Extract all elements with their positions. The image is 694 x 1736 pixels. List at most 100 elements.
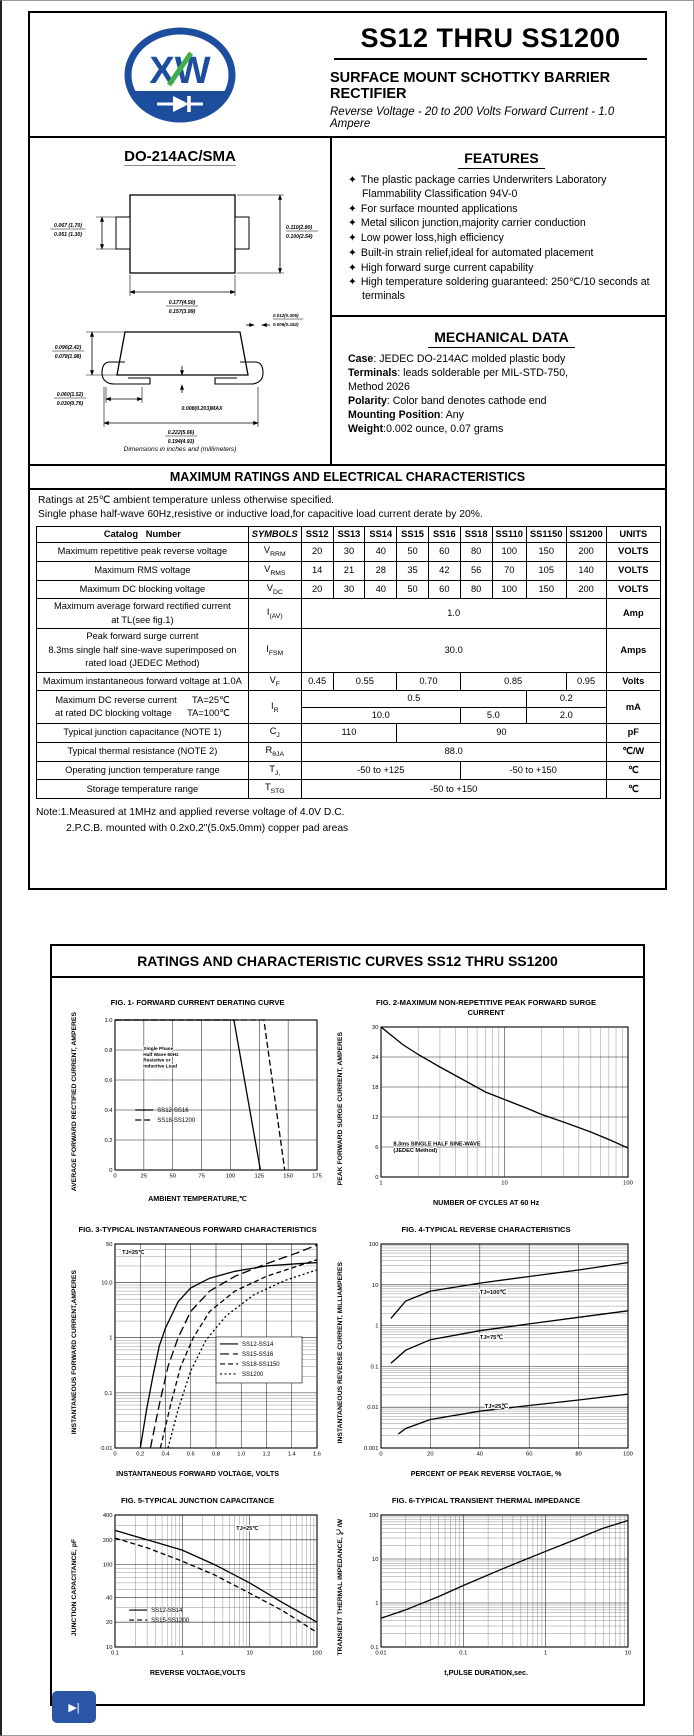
dim-body_h: 0.100(2.54) <box>286 234 313 240</box>
svg-text:0.4: 0.4 <box>162 1451 171 1457</box>
mechanical-line: Mounting Position: Any <box>348 408 464 421</box>
bullet-icon: ✦ <box>348 202 357 215</box>
dim-total_w: 0.222(5.66) <box>168 430 195 436</box>
dim-body_w: 0.157(3.99) <box>169 309 196 315</box>
svg-text:40: 40 <box>477 1451 483 1457</box>
footer-logo-mark: ▶| <box>52 1691 96 1723</box>
dim-lead_l: 0.030(0.76) <box>57 401 84 407</box>
svg-text:175: 175 <box>312 1174 322 1180</box>
mechanical-data-section: MECHANICAL DATA Case: JEDEC DO-214AC mol… <box>332 314 665 449</box>
svg-text:0.2: 0.2 <box>136 1451 144 1457</box>
dim-tab_h: 0.051 (1.30) <box>54 232 82 238</box>
title-rule <box>334 58 647 60</box>
package-outline-drawing: 0.067 (1.70) 0.051 (1.30) 0.110(2.80) 0.100… <box>50 194 319 453</box>
figure-6: FIG. 6-TYPICAL TRANSIENT THERMAL IMPEDAN… <box>333 1496 639 1677</box>
feature-item: ✦ The plastic package carries Underwriter… <box>348 174 607 200</box>
svg-text:200: 200 <box>103 1538 113 1544</box>
svg-text:TJ=25℃: TJ=25℃ <box>122 1249 145 1256</box>
svg-text:0: 0 <box>375 1175 378 1181</box>
header: XW SS12 THRU SS1200 SURFACE MOUNT SCHOTT… <box>30 13 665 136</box>
svg-text:TJ=25℃: TJ=25℃ <box>236 1525 259 1532</box>
condition-line-1: Ratings at 25℃ ambient temperature unles… <box>38 495 335 506</box>
figure-4: FIG. 4-TYPICAL REVERSE CHARACTERISTICS I… <box>333 1225 639 1478</box>
dim-standoff: 0.008(0.203)MAX <box>182 406 223 412</box>
svg-text:100: 100 <box>369 1513 379 1519</box>
svg-text:SS1200: SS1200 <box>242 1372 264 1378</box>
mechanical-lines: Case: JEDEC DO-214AC molded plastic body… <box>348 353 655 437</box>
bullet-icon: ✦ <box>348 232 357 245</box>
svg-text:0.1: 0.1 <box>111 1651 119 1657</box>
dim-lead_t: 0.006(0.152) <box>273 322 299 327</box>
svg-text:SS18-SS1200: SS18-SS1200 <box>157 1118 196 1124</box>
notes: Note:1.Measured at 1MHz and applied reve… <box>30 799 665 888</box>
svg-text:1: 1 <box>109 1336 112 1342</box>
svg-text:50: 50 <box>106 1242 112 1248</box>
svg-text:0.01: 0.01 <box>101 1446 112 1452</box>
figure-6-plot: 0.01 0.1 1 10 0.1 1 10 100 <box>353 1510 635 1665</box>
svg-text:SS12-SS16: SS12-SS16 <box>157 1108 189 1114</box>
svg-text:10.0: 10.0 <box>101 1281 112 1287</box>
figure-1: FIG. 1- FORWARD CURRENT DERATING CURVE A… <box>62 998 333 1207</box>
bullet-icon: ✦ <box>348 261 357 274</box>
svg-text:8.3ms SINGLE HALF SINE-WAVE(JE: 8.3ms SINGLE HALF SINE-WAVE (JEDEC Method… <box>393 1141 481 1154</box>
svg-text:10: 10 <box>106 1645 112 1651</box>
svg-text:1.0: 1.0 <box>237 1451 245 1457</box>
svg-text:0: 0 <box>113 1174 116 1180</box>
svg-text:0.01: 0.01 <box>375 1651 386 1657</box>
dim-total_w: 0.194(4.93) <box>168 439 195 445</box>
feature-item: ✦ Built-in strain relief,ideal for automa… <box>348 246 594 259</box>
figure-3: FIG. 3-TYPICAL INSTANTANEOUS FORWARD CHA… <box>62 1225 333 1478</box>
mechanical-line: Method 2026 <box>348 380 410 393</box>
features-title: FEATURES <box>458 150 545 169</box>
feature-item: ✦ High forward surge current capability <box>348 261 534 274</box>
table-row: Maximum DC blocking voltage VDC 20 30 40 50 60… <box>36 579 662 600</box>
table-row: Maximum RMS voltage VRMS 14 21 28 35 42 56 70 105… <box>36 560 662 581</box>
page-title: SS12 THRU SS1200 <box>360 23 621 53</box>
svg-text:20: 20 <box>427 1451 433 1457</box>
svg-text:60: 60 <box>526 1451 532 1457</box>
svg-text:SS12-SS14: SS12-SS14 <box>151 1608 183 1614</box>
svg-text:10: 10 <box>372 1557 378 1563</box>
svg-text:24: 24 <box>372 1055 379 1061</box>
svg-text:400: 400 <box>103 1513 113 1519</box>
bullet-icon: ✦ <box>348 174 357 186</box>
svg-text:0.6: 0.6 <box>187 1451 195 1457</box>
condition-line-2: Single phase half-wave 60Hz,resistive or… <box>38 508 483 520</box>
dimensions-caption: Dimensions in inches and (millimeters) <box>124 446 237 453</box>
svg-text:TJ=100℃: TJ=100℃ <box>480 1289 507 1296</box>
table-header-row: Catalog Number SYMBOLS SS12 SS13 SS14 SS15 SS1… <box>36 525 662 544</box>
figure-5-plot: 0.1 1 10 100 10 20 40 100 200 400 SS12-SS14 SS15-SS… <box>87 1510 324 1665</box>
mechanical-line: Polarity: Color band denotes cathode end <box>348 394 547 407</box>
figure-2-plot: 1 10 100 0 6 12 18 24 30 8.3ms SINGLE HALF SINE-W… <box>353 1022 635 1195</box>
diode-symbol-icon <box>157 96 203 112</box>
svg-text:1: 1 <box>375 1601 378 1607</box>
svg-text:50: 50 <box>170 1174 176 1180</box>
ratings-band-title: MAXIMUM RATINGS AND ELECTRICAL CHARACTER… <box>30 464 665 490</box>
svg-text:SS15-SS1200: SS15-SS1200 <box>151 1618 190 1624</box>
ratings-conditions: Ratings at 25℃ ambient temperature unles… <box>30 490 665 524</box>
svg-text:0.1: 0.1 <box>459 1651 467 1657</box>
svg-text:150: 150 <box>283 1174 293 1180</box>
feature-item: ✦ Low power loss,high efficiency <box>348 232 504 245</box>
feature-item: ✦ Metal silicon junction,majority carrier… <box>348 217 586 230</box>
svg-text:SS12-SS14: SS12-SS14 <box>242 1342 274 1348</box>
svg-text:1.6: 1.6 <box>313 1451 321 1457</box>
bullet-icon: ✦ <box>348 246 357 259</box>
svg-text:100: 100 <box>226 1174 236 1180</box>
svg-text:25: 25 <box>141 1174 147 1180</box>
dim-side_h: 0.078(1.98) <box>55 354 82 360</box>
svg-text:20: 20 <box>106 1620 112 1626</box>
dim-body_w: 0.177(4.50) <box>169 300 196 306</box>
brand-logo-icon: XW <box>124 27 236 123</box>
svg-text:100: 100 <box>103 1563 113 1569</box>
header-text: SS12 THRU SS1200 SURFACE MOUNT SCHOTTKY … <box>330 13 665 136</box>
svg-text:100: 100 <box>369 1242 379 1248</box>
dimension-labels: 0.067 (1.70) 0.051 (1.30) 0.110(2.80) 0.100… <box>50 223 319 445</box>
svg-text:0: 0 <box>113 1451 116 1457</box>
figure-1-plot: 0 25 50 75 100 125 150 175 0 0.2 0.4 0.6 0.8 1.0 SS12-… <box>87 1015 324 1188</box>
svg-text:1.2: 1.2 <box>263 1451 271 1457</box>
dim-lead_l: 0.060(1.52) <box>57 392 84 398</box>
table-subrow: 10.0 5.0 2.0 <box>37 706 661 725</box>
svg-text:0.001: 0.001 <box>364 1446 379 1452</box>
figure-4-plot: 0 20 40 60 80 100 0.001 0.01 0.1 1 10 100 TJ=100℃ TJ=… <box>353 1239 635 1466</box>
